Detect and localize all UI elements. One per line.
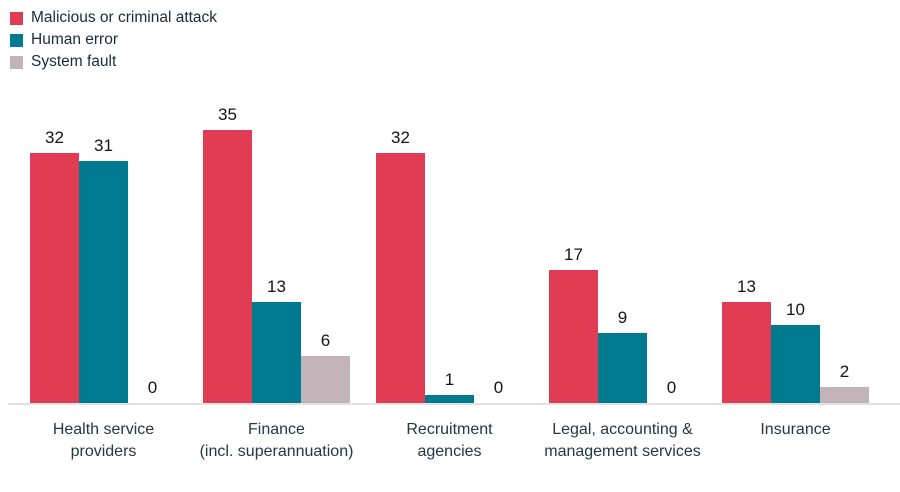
legend-label: Human error xyxy=(31,31,118,49)
category-label: Health service providers xyxy=(52,421,155,460)
chart-groups: 32 31 0 Health service providers 35 13 6 Finance… xyxy=(30,106,869,460)
bar-value-label: 9 xyxy=(617,307,628,327)
bar xyxy=(203,130,252,403)
bar-value-label: 17 xyxy=(564,245,583,265)
bar-value-label: 32 xyxy=(391,128,410,148)
legend-label: System fault xyxy=(31,53,117,71)
chart-legend: Malicious or criminal attack Human error S… xyxy=(10,7,217,73)
category-label: Finance (incl. superannuation) xyxy=(199,421,354,460)
category-label: Recruitment agencies xyxy=(406,421,493,460)
bar-column: 13 xyxy=(722,278,771,403)
bar-column: 31 xyxy=(79,137,128,403)
bar xyxy=(425,395,474,403)
bar-value-label: 32 xyxy=(45,128,64,148)
bar-value-label: 35 xyxy=(218,105,237,124)
legend-item: Human error xyxy=(10,29,217,51)
legend-item: System fault xyxy=(10,51,217,73)
legend-swatch-icon xyxy=(10,33,23,47)
bar xyxy=(30,153,79,403)
bar-column: 32 xyxy=(30,129,79,403)
bar xyxy=(598,332,647,403)
bar-column: 32 xyxy=(376,129,425,403)
bar-group: 32 1 0 Recruitment agencies xyxy=(376,129,523,460)
bar xyxy=(722,301,771,403)
bar-group: 35 13 6 Finance (incl. superannuation) xyxy=(200,106,354,460)
bar-column: 0 xyxy=(647,379,696,403)
bar-value-label: 31 xyxy=(94,136,113,156)
bar-value-label: 1 xyxy=(444,370,455,390)
bar-group: 32 31 0 Health service providers xyxy=(30,129,177,460)
category-label: Legal, accounting & management services xyxy=(544,421,701,460)
bar-value-label: 2 xyxy=(839,362,850,382)
bar-group: 13 10 2 Insurance xyxy=(722,278,869,438)
bar xyxy=(301,356,350,403)
bar-column: 6 xyxy=(301,332,350,403)
legend-swatch-icon xyxy=(10,11,23,25)
plot-area: 32 31 0 Health service providers 35 13 6 Finance… xyxy=(8,106,900,460)
bar-column: 17 xyxy=(549,246,598,403)
bar-value-label: 0 xyxy=(493,378,504,397)
bar-column: 0 xyxy=(474,379,523,403)
bar-column: 13 xyxy=(252,278,301,403)
bar xyxy=(79,161,128,403)
bar xyxy=(820,387,869,403)
bar xyxy=(771,325,820,403)
bar-column: 35 xyxy=(203,106,252,403)
legend-label: Malicious or criminal attack xyxy=(31,9,218,27)
category-label: Insurance xyxy=(760,421,831,438)
bar-value-label: 13 xyxy=(737,276,756,296)
bar-column: 10 xyxy=(771,301,820,403)
bar-column: 0 xyxy=(128,379,177,403)
bar xyxy=(376,153,425,403)
bar-value-label: 0 xyxy=(147,378,158,397)
bar xyxy=(252,301,301,403)
x-axis-line xyxy=(8,403,900,405)
bar xyxy=(549,270,598,403)
bar-group: 17 9 0 Legal, accounting & management servic… xyxy=(544,246,701,460)
legend-item: Malicious or criminal attack xyxy=(10,7,217,29)
bar-value-label: 13 xyxy=(267,276,286,296)
bar-column: 1 xyxy=(425,371,474,403)
bar-column: 2 xyxy=(820,363,869,403)
bar-column: 9 xyxy=(598,309,647,403)
legend-swatch-icon xyxy=(10,55,23,69)
bar-value-label: 6 xyxy=(320,331,331,351)
bar-value-label: 0 xyxy=(666,378,677,397)
bar-value-label: 10 xyxy=(786,300,805,319)
